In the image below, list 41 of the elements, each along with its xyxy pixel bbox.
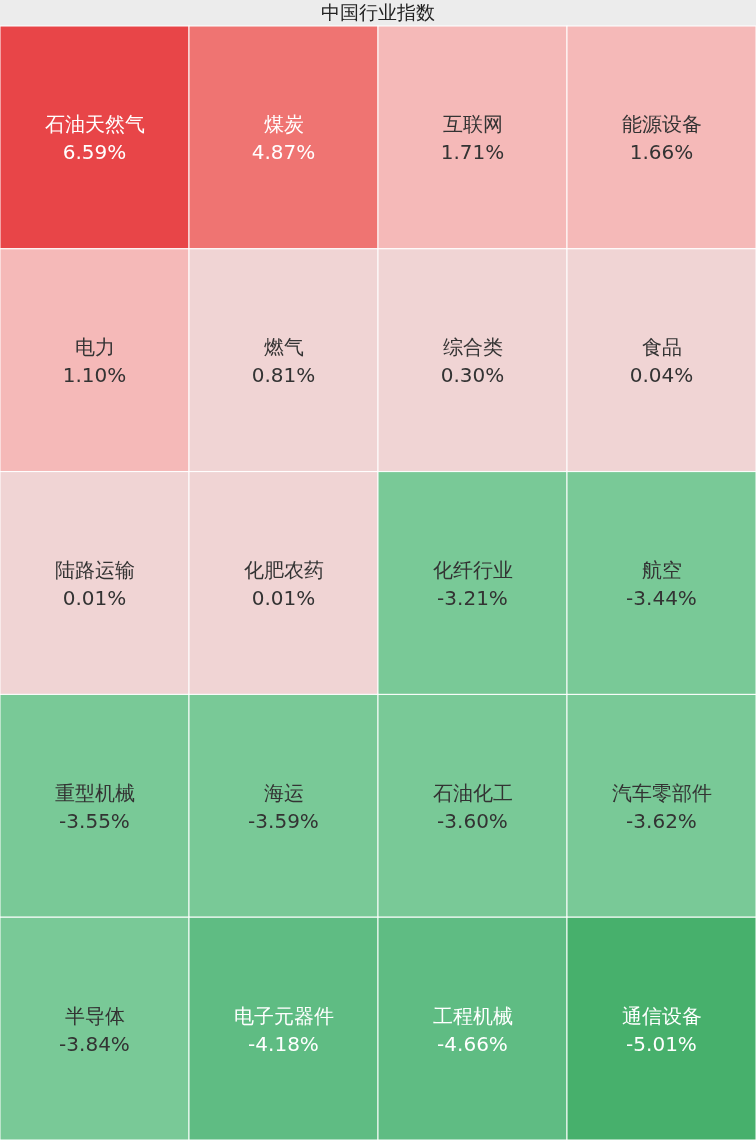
data-label: -4.66%: [437, 1031, 508, 1056]
category-label: 电子元器件: [233, 1003, 334, 1028]
category-label: 食品: [641, 335, 682, 360]
data-label: 1.66%: [629, 140, 694, 165]
data-label: 0.04%: [629, 363, 694, 388]
category-label: 电力: [74, 335, 115, 360]
data-label: 4.87%: [251, 140, 316, 165]
data-label: -3.62%: [626, 808, 697, 833]
category-label: 通信设备: [621, 1003, 702, 1028]
category-label: 能源设备: [621, 112, 702, 137]
data-label: -4.18%: [248, 1031, 319, 1056]
data-label: 0.01%: [251, 586, 316, 610]
category-label: 互联网: [442, 112, 503, 137]
data-label: -3.60%: [437, 808, 508, 833]
data-label: 1.10%: [62, 363, 127, 388]
category-label: 陆路运输: [54, 558, 135, 582]
category-label: 半导体: [64, 1003, 125, 1028]
category-label: 煤炭: [263, 112, 304, 137]
category-label: 燃气: [263, 335, 304, 360]
category-label: 石油化工: [432, 780, 513, 805]
category-label: 综合类: [442, 335, 503, 360]
data-label: 0.30%: [440, 363, 505, 388]
category-label: 航空: [641, 558, 682, 582]
data-label: -5.01%: [626, 1031, 697, 1056]
data-label: -3.21%: [437, 586, 508, 610]
category-label: 工程机械: [432, 1003, 513, 1028]
data-label: -3.55%: [59, 808, 130, 833]
category-label: 海运: [263, 780, 304, 805]
data-label: -3.44%: [626, 586, 697, 610]
data-label: 6.59%: [62, 140, 127, 165]
data-label: 0.81%: [251, 363, 316, 388]
data-label: -3.59%: [248, 808, 319, 833]
data-label: -3.84%: [59, 1031, 130, 1056]
category-label: 化肥农药: [243, 558, 324, 582]
category-label: 重型机械: [54, 780, 135, 805]
category-label: 化纤行业: [432, 558, 513, 582]
category-label: 汽车零部件: [611, 780, 712, 805]
data-label: 1.71%: [440, 140, 505, 165]
category-label: 石油天然气: [44, 112, 145, 137]
data-label: 0.01%: [62, 586, 127, 610]
text: 中国行业指数: [321, 1, 435, 23]
